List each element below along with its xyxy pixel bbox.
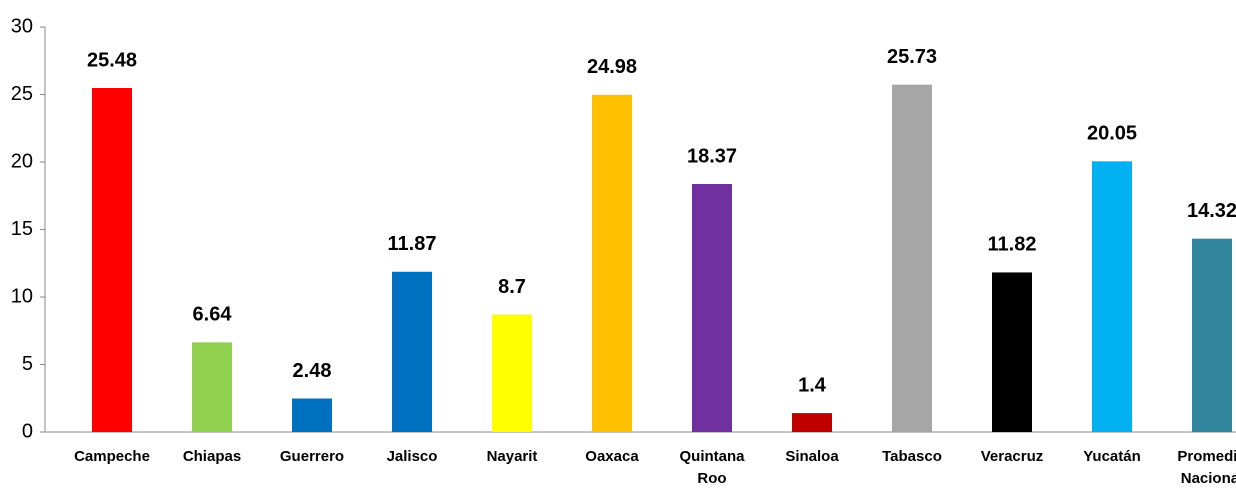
- x-tick-label: Campeche: [74, 448, 150, 465]
- bar: [592, 94, 632, 433]
- x-tick-label: Chiapas: [182, 448, 242, 465]
- y-tick-label: 20: [11, 150, 33, 172]
- data-label: 18.37: [687, 145, 737, 167]
- data-label: 25.48: [87, 49, 137, 71]
- data-label: 24.98: [587, 56, 637, 78]
- x-tick-label: Jalisco: [386, 448, 438, 465]
- y-tick-label: 10: [11, 285, 33, 307]
- data-label: 2.48: [293, 360, 332, 382]
- bar: [792, 413, 832, 432]
- x-tick-label: Sinaloa: [785, 448, 839, 465]
- data-label: 8.7: [498, 276, 526, 298]
- x-tick-label: Oaxaca: [585, 448, 639, 465]
- bar: [92, 88, 132, 433]
- x-tick-label: Yucatán: [1083, 448, 1141, 465]
- y-tick-label: 30: [11, 15, 33, 37]
- data-label: 11.87: [388, 233, 437, 255]
- bar: [492, 314, 532, 432]
- y-tick-label: 25: [11, 83, 33, 105]
- x-tick-label: Nayarit: [486, 448, 538, 465]
- bar: [1192, 238, 1232, 432]
- data-label: 14.32: [1187, 200, 1236, 222]
- bar: [192, 342, 232, 432]
- y-tick-label: 15: [11, 218, 33, 240]
- x-tick-label: Veracruz: [980, 448, 1044, 465]
- data-label: 20.05: [1087, 123, 1137, 145]
- bar: [392, 271, 432, 432]
- y-tick-label: 0: [22, 420, 33, 442]
- x-tick-label: Quintana Roo: [679, 448, 745, 487]
- x-tick-label: Promedio Nacional: [1177, 448, 1236, 487]
- data-label: 6.64: [193, 304, 233, 326]
- data-label: 25.73: [887, 46, 937, 68]
- bar: [1092, 161, 1132, 432]
- data-label: 11.82: [988, 234, 1037, 256]
- data-label: 1.4: [798, 374, 827, 396]
- x-tick-label: Tabasco: [882, 448, 942, 465]
- x-tick-label: Guerrero: [279, 448, 345, 465]
- bar: [692, 184, 732, 432]
- bar: [992, 272, 1032, 432]
- y-tick-label: 5: [22, 353, 33, 375]
- bar: [292, 398, 332, 432]
- bar: [892, 84, 932, 433]
